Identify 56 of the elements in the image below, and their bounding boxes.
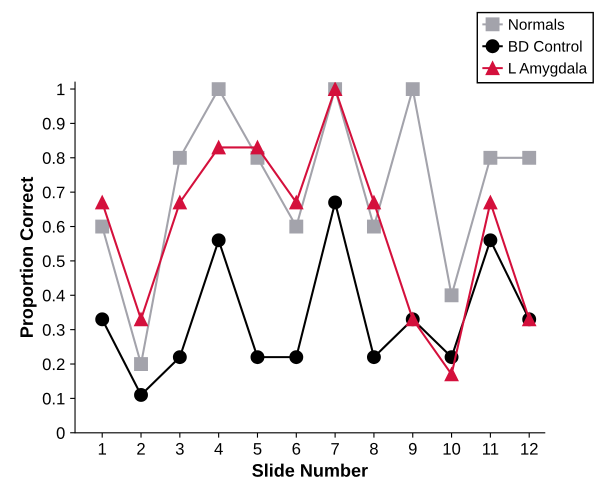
y-axis-title: Proportion Correct bbox=[20, 176, 37, 337]
x-tick-label: 7 bbox=[331, 443, 339, 455]
point bbox=[289, 196, 304, 210]
x-tick-label: 4 bbox=[214, 443, 223, 455]
point bbox=[444, 367, 459, 382]
point bbox=[444, 288, 459, 302]
point bbox=[366, 220, 381, 234]
x-axis-title: Slide Number bbox=[252, 464, 368, 477]
x-tick-label: 2 bbox=[137, 442, 145, 455]
point bbox=[172, 150, 187, 165]
point bbox=[212, 140, 226, 154]
y-tick-label: 0.1 bbox=[42, 392, 64, 405]
point bbox=[250, 140, 264, 154]
y-tick-label: 0.3 bbox=[42, 324, 65, 336]
point bbox=[289, 220, 304, 234]
point bbox=[134, 388, 148, 402]
y-tick-label: 0 bbox=[56, 427, 65, 439]
legend-label: L Amygdala bbox=[509, 62, 588, 77]
x-tick-label: 12 bbox=[521, 442, 538, 455]
y-tick-label: 0.5 bbox=[42, 255, 65, 268]
point bbox=[95, 312, 110, 326]
legend-label: Normals bbox=[509, 18, 564, 30]
point bbox=[250, 350, 264, 364]
point bbox=[172, 196, 187, 210]
x-tick-label: 10 bbox=[444, 442, 460, 455]
point bbox=[483, 196, 498, 210]
x-tick-label: 3 bbox=[176, 442, 184, 455]
point bbox=[483, 233, 498, 248]
point bbox=[289, 350, 304, 364]
point bbox=[328, 196, 342, 210]
y-tick-label: 0.7 bbox=[42, 186, 64, 198]
point bbox=[212, 82, 226, 96]
point bbox=[212, 233, 226, 248]
x-tick-label: 5 bbox=[254, 443, 262, 455]
point bbox=[366, 196, 381, 210]
legend-label: BD Control bbox=[509, 40, 582, 52]
point bbox=[95, 196, 110, 210]
y-tick-label: 0.9 bbox=[42, 118, 65, 130]
x-tick-label: 11 bbox=[483, 443, 498, 455]
point bbox=[95, 220, 110, 234]
x-tick-label: 9 bbox=[408, 442, 417, 455]
y-tick-label: 0.6 bbox=[42, 220, 65, 233]
point bbox=[134, 357, 148, 371]
y-tick-label: 0.4 bbox=[42, 290, 65, 302]
x-tick-label: 1 bbox=[98, 443, 106, 455]
point bbox=[522, 150, 536, 165]
point bbox=[134, 312, 148, 326]
point bbox=[366, 350, 381, 364]
y-tick-label: 0.8 bbox=[42, 152, 65, 164]
x-tick-label: 8 bbox=[370, 442, 378, 455]
y-tick-label: 0.2 bbox=[42, 358, 64, 370]
x-tick-label: 6 bbox=[292, 442, 300, 455]
point bbox=[483, 150, 498, 165]
y-tick-label: 1 bbox=[57, 84, 64, 96]
point bbox=[406, 82, 420, 96]
point bbox=[172, 350, 187, 364]
